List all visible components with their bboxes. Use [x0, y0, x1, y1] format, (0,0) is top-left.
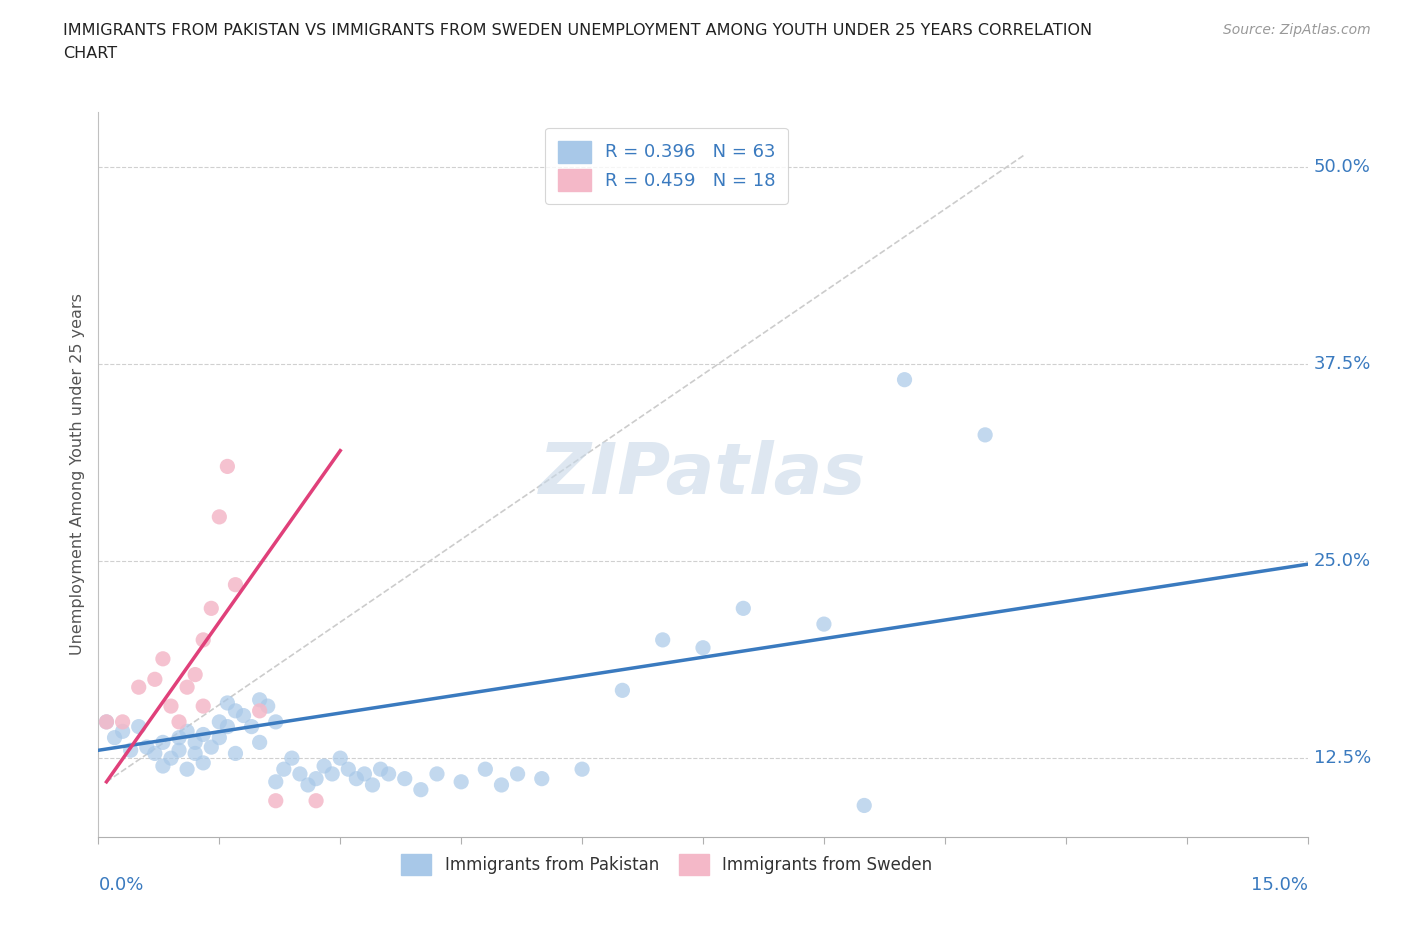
Point: [288, 766, 311, 781]
Point: [184, 735, 207, 750]
Point: [152, 651, 174, 666]
Point: [426, 766, 449, 781]
Point: [176, 680, 198, 695]
Text: 50.0%: 50.0%: [1313, 158, 1371, 176]
Point: [143, 671, 166, 686]
Point: [176, 724, 198, 738]
Text: 0.0%: 0.0%: [98, 876, 143, 894]
Point: [264, 775, 287, 790]
Point: [853, 798, 876, 813]
Text: CHART: CHART: [63, 46, 117, 61]
Point: [974, 428, 997, 443]
Point: [193, 727, 215, 742]
Point: [128, 719, 150, 734]
Point: [273, 762, 295, 777]
Point: [474, 762, 496, 777]
Text: IMMIGRANTS FROM PAKISTAN VS IMMIGRANTS FROM SWEDEN UNEMPLOYMENT AMONG YOUTH UNDE: IMMIGRANTS FROM PAKISTAN VS IMMIGRANTS F…: [63, 23, 1092, 38]
Point: [264, 793, 287, 808]
Point: [96, 714, 118, 729]
Text: ZIPatlas: ZIPatlas: [540, 440, 866, 509]
Point: [491, 777, 513, 792]
Text: 15.0%: 15.0%: [1250, 876, 1308, 894]
Point: [193, 632, 215, 647]
Point: [224, 746, 246, 761]
Point: [200, 601, 222, 616]
Point: [167, 714, 190, 729]
Point: [264, 714, 287, 729]
Point: [337, 762, 360, 777]
Point: [370, 762, 392, 777]
Point: [120, 743, 142, 758]
Point: [314, 759, 336, 774]
Y-axis label: Unemployment Among Youth under 25 years: Unemployment Among Youth under 25 years: [69, 293, 84, 656]
Point: [240, 719, 263, 734]
Point: [281, 751, 304, 765]
Point: [353, 766, 375, 781]
Point: [571, 762, 593, 777]
Point: [176, 762, 198, 777]
Point: [249, 703, 271, 718]
Point: [692, 641, 714, 656]
Point: [409, 782, 432, 797]
Point: [184, 667, 207, 682]
Point: [96, 714, 118, 729]
Point: [167, 743, 190, 758]
Text: 12.5%: 12.5%: [1313, 750, 1371, 767]
Point: [111, 714, 134, 729]
Point: [450, 775, 472, 790]
Point: [111, 724, 134, 738]
Text: 37.5%: 37.5%: [1313, 355, 1371, 373]
Point: [143, 746, 166, 761]
Point: [377, 766, 399, 781]
Legend: Immigrants from Pakistan, Immigrants from Sweden: Immigrants from Pakistan, Immigrants fro…: [392, 846, 941, 884]
Point: [249, 735, 271, 750]
Point: [103, 730, 125, 745]
Point: [193, 755, 215, 770]
Point: [361, 777, 384, 792]
Point: [208, 714, 231, 729]
Point: [160, 698, 183, 713]
Point: [232, 708, 254, 723]
Point: [530, 771, 553, 786]
Point: [813, 617, 835, 631]
Point: [893, 372, 915, 387]
Point: [217, 696, 239, 711]
Point: [208, 730, 231, 745]
Point: [193, 698, 215, 713]
Point: [321, 766, 343, 781]
Point: [297, 777, 319, 792]
Point: [305, 771, 328, 786]
Point: [128, 680, 150, 695]
Text: 25.0%: 25.0%: [1313, 552, 1371, 570]
Point: [305, 793, 328, 808]
Point: [200, 739, 222, 754]
Point: [506, 766, 529, 781]
Point: [612, 683, 634, 698]
Point: [249, 692, 271, 707]
Point: [167, 730, 190, 745]
Point: [184, 746, 207, 761]
Point: [217, 719, 239, 734]
Point: [224, 578, 246, 592]
Point: [394, 771, 416, 786]
Point: [135, 739, 157, 754]
Point: [224, 703, 246, 718]
Point: [160, 751, 183, 765]
Point: [208, 510, 231, 525]
Point: [344, 771, 367, 786]
Text: Source: ZipAtlas.com: Source: ZipAtlas.com: [1223, 23, 1371, 37]
Point: [651, 632, 673, 647]
Point: [733, 601, 755, 616]
Point: [329, 751, 352, 765]
Point: [152, 759, 174, 774]
Point: [217, 459, 239, 474]
Point: [256, 698, 278, 713]
Point: [152, 735, 174, 750]
